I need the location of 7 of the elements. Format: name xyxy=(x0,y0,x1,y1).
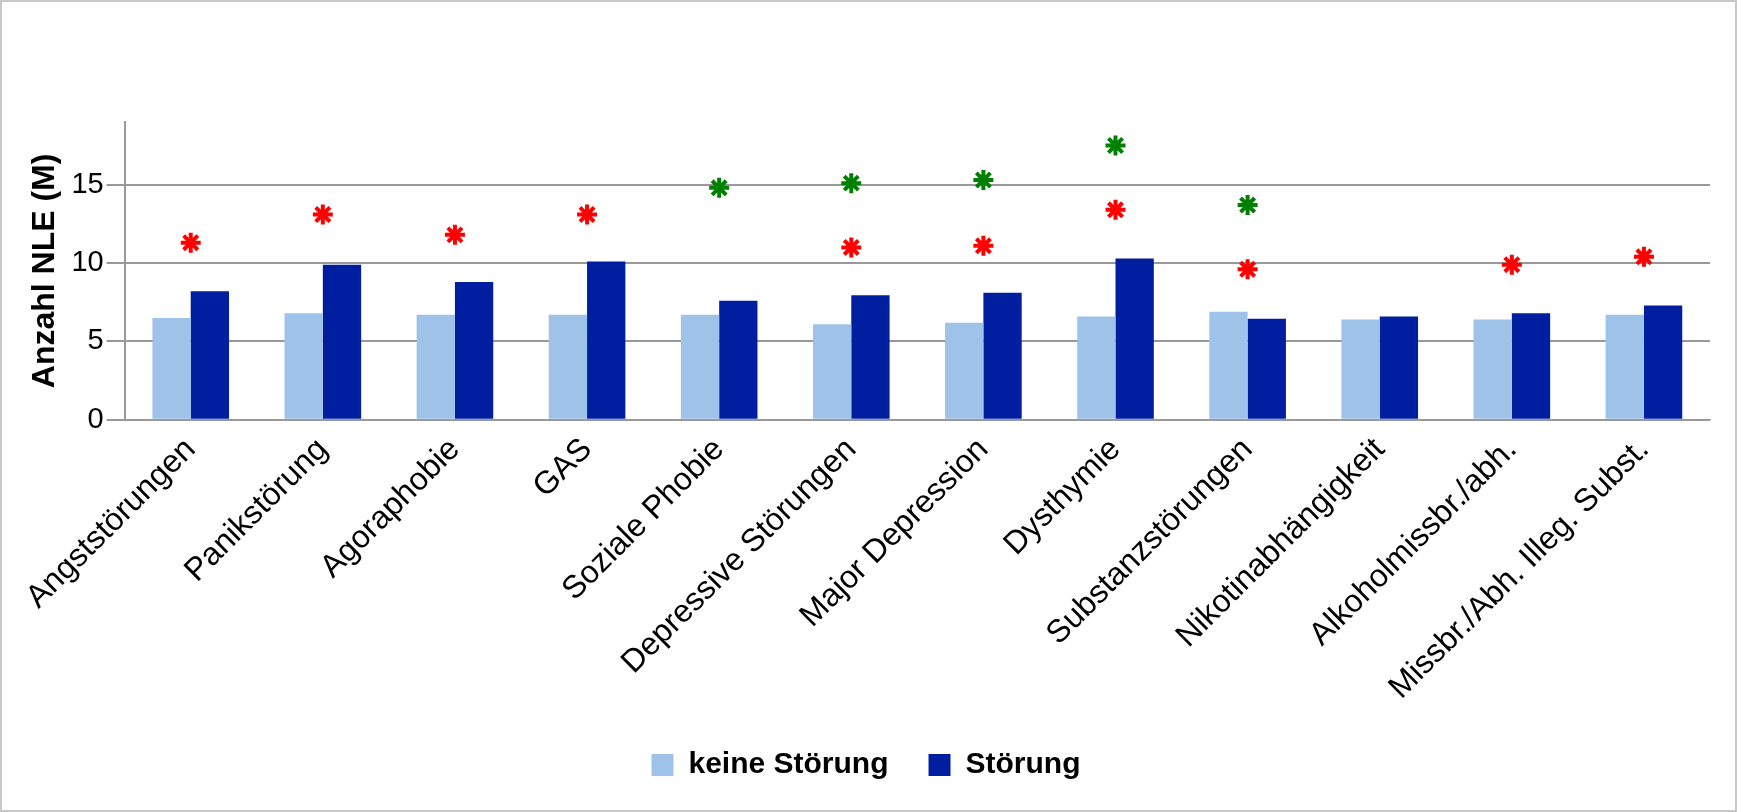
y-tick-label: 15 xyxy=(71,166,104,199)
y-axis-title: Anzahl NLE (M) xyxy=(25,153,62,389)
legend-label: Störung xyxy=(965,746,1081,780)
y-tick-label: 0 xyxy=(87,401,104,434)
y-tick-label: 5 xyxy=(87,323,104,356)
y-tick-label: 10 xyxy=(71,245,104,278)
legend-label: keine Störung xyxy=(688,746,889,780)
